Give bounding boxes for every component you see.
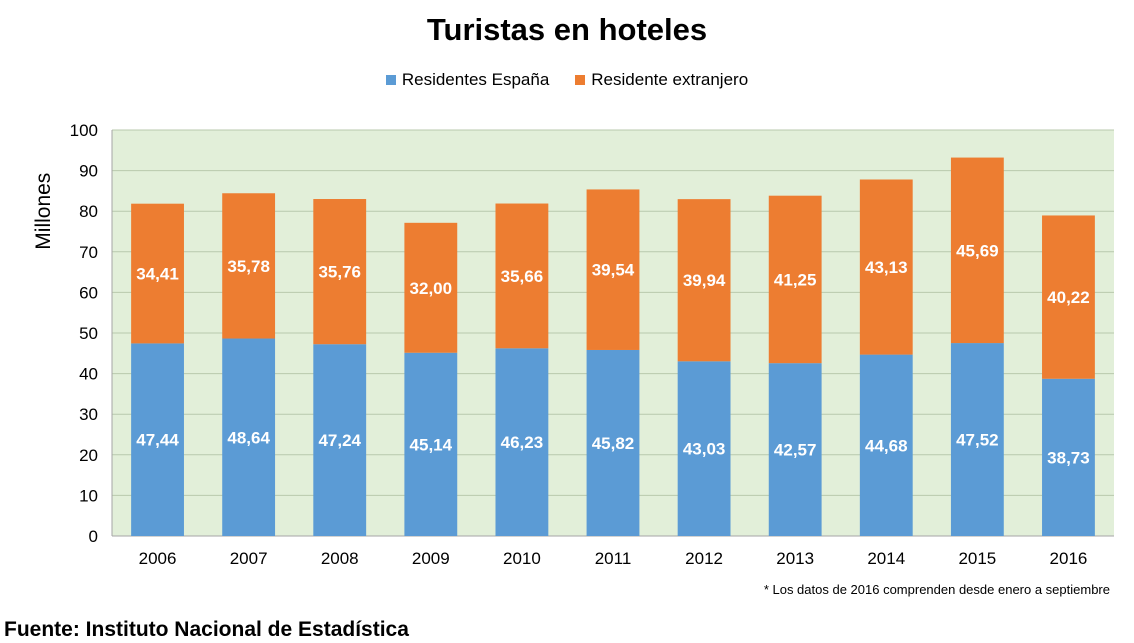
- bar-residentes-espana-2012: [677, 361, 731, 536]
- bar-residente-extranjero-2007: [222, 193, 276, 339]
- legend-item-residente-extranjero: Residente extranjero: [575, 70, 748, 90]
- chart-title: Turistas en hoteles: [426, 12, 708, 47]
- x-tick-label-2016: 2016: [1050, 549, 1088, 568]
- y-tick-label-80: 80: [79, 202, 98, 221]
- x-tick-label-2008: 2008: [321, 549, 359, 568]
- x-tick-label-2009: 2009: [412, 549, 450, 568]
- legend-label-residente-extranjero: Residente extranjero: [591, 70, 749, 89]
- data-label-residentes-espana-2009: 45,14: [410, 435, 453, 454]
- data-label-residente-extranjero-2006: 34,41: [136, 265, 179, 284]
- data-label-residentes-espana-2013: 42,57: [774, 441, 817, 460]
- bar-residentes-espana-2015: [950, 343, 1004, 536]
- y-tick-label-40: 40: [79, 365, 98, 384]
- data-label-residentes-espana-2008: 47,24: [318, 431, 361, 450]
- data-label-residente-extranjero-2011: 39,54: [592, 261, 635, 280]
- data-label-residentes-espana-2012: 43,03: [683, 440, 726, 459]
- data-label-residente-extranjero-2016: 40,22: [1047, 288, 1090, 307]
- data-label-residentes-espana-2007: 48,64: [227, 428, 270, 447]
- legend-label-residentes-espana: Residentes España: [401, 70, 550, 89]
- y-tick-label-30: 30: [79, 405, 98, 424]
- data-label-residente-extranjero-2013: 41,25: [774, 270, 817, 289]
- x-tick-label-2011: 2011: [595, 549, 632, 568]
- legend-item-residentes-espana: Residentes España: [385, 70, 550, 90]
- x-tick-label-2010: 2010: [503, 549, 541, 568]
- footnote: * Los datos de 2016 comprenden desde ene…: [763, 582, 1110, 597]
- bar-residentes-espana-2013: [768, 363, 822, 536]
- y-tick-label-70: 70: [79, 243, 98, 262]
- y-tick-label-60: 60: [79, 283, 98, 302]
- data-label-residente-extranjero-2014: 43,13: [865, 258, 908, 277]
- x-tick-label-2013: 2013: [776, 549, 814, 568]
- x-tick-label-2007: 2007: [230, 549, 268, 568]
- data-label-residentes-espana-2011: 45,82: [592, 434, 635, 453]
- y-tick-label-90: 90: [79, 162, 98, 181]
- legend-swatch-residente-extranjero: [575, 75, 586, 85]
- bar-residentes-espana-2008: [313, 344, 367, 536]
- source-note: Fuente: Instituto Nacional de Estadístic…: [4, 618, 409, 641]
- data-label-residente-extranjero-2012: 39,94: [683, 271, 726, 290]
- bar-residentes-espana-2009: [404, 352, 458, 536]
- data-label-residente-extranjero-2010: 35,66: [501, 267, 544, 286]
- bar-residentes-espana-2011: [586, 349, 640, 536]
- y-tick-label-50: 50: [79, 324, 98, 343]
- data-label-residentes-espana-2015: 47,52: [956, 431, 999, 450]
- bar-residente-extranjero-2009: [404, 222, 458, 353]
- y-axis-title: Millones: [32, 173, 55, 250]
- x-tick-label-2015: 2015: [958, 549, 996, 568]
- y-tick-label-100: 100: [70, 121, 98, 140]
- bar-residentes-espana-2014: [859, 354, 913, 536]
- data-label-residente-extranjero-2009: 32,00: [410, 279, 453, 298]
- data-label-residente-extranjero-2015: 45,69: [956, 241, 999, 260]
- x-tick-label-2006: 2006: [139, 549, 177, 568]
- bar-residente-extranjero-2008: [313, 199, 367, 345]
- legend-swatch-residentes-espana: [385, 75, 396, 85]
- chart-legend: Residentes España Residente extranjero: [0, 70, 1134, 90]
- data-label-residentes-espana-2006: 47,44: [136, 431, 179, 450]
- x-tick-label-2014: 2014: [867, 549, 905, 568]
- bar-residentes-espana-2006: [131, 343, 184, 536]
- bar-residente-extranjero-2010: [495, 203, 549, 349]
- y-tick-label-10: 10: [79, 486, 98, 505]
- bar-residente-extranjero-2015: [950, 157, 1004, 344]
- data-label-residentes-espana-2016: 38,73: [1047, 448, 1090, 467]
- bar-residente-extranjero-2011: [586, 189, 640, 350]
- bar-residentes-espana-2016: [1042, 378, 1095, 536]
- bar-residentes-espana-2007: [222, 338, 276, 536]
- bar-residente-extranjero-2016: [1042, 215, 1095, 379]
- data-label-residentes-espana-2014: 44,68: [865, 436, 908, 455]
- bar-residente-extranjero-2012: [677, 199, 731, 362]
- bar-residente-extranjero-2013: [768, 195, 822, 364]
- x-tick-label-2012: 2012: [685, 549, 723, 568]
- bar-residente-extranjero-2014: [859, 179, 913, 355]
- data-label-residentes-espana-2010: 46,23: [501, 433, 544, 452]
- bar-residente-extranjero-2006: [131, 203, 184, 344]
- data-label-residente-extranjero-2008: 35,76: [318, 263, 361, 282]
- data-label-residente-extranjero-2007: 35,78: [227, 257, 270, 276]
- y-tick-label-20: 20: [79, 446, 98, 465]
- y-tick-label-0: 0: [89, 527, 98, 546]
- bar-residentes-espana-2010: [495, 348, 549, 536]
